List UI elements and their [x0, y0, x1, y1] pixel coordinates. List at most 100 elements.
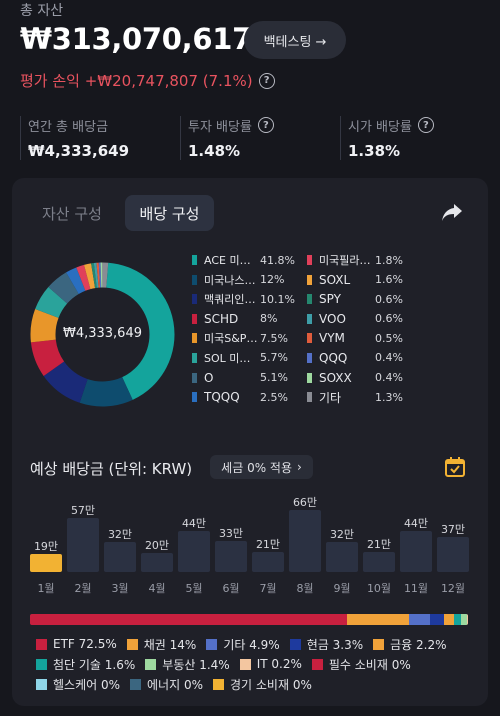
forecast-title: 예상 배당금 (단위: KRW) — [30, 460, 193, 478]
legend-item: ACE 미국배당다우존스41.8% — [192, 253, 295, 267]
legend-swatch — [307, 392, 312, 403]
tax-label: 세금 0% 적용 — [221, 460, 292, 475]
category-swatch — [239, 658, 251, 670]
legend-swatch — [307, 294, 312, 305]
legend-item: SOXX 0.4% — [307, 371, 403, 385]
category-label: 금융 2.2% — [390, 637, 447, 652]
category-legend-item: 부동산 1.4% — [145, 656, 230, 673]
category-swatch — [36, 678, 47, 690]
stack-segment — [30, 614, 348, 625]
calendar-icon[interactable] — [444, 456, 466, 478]
legend-percent: 7.5% — [260, 331, 288, 345]
stack-segment — [347, 614, 409, 625]
help-circle-icon[interactable]: ? — [258, 72, 275, 89]
legend-name: 기타 — [319, 390, 342, 405]
stat-label: 투자 배당률 — [188, 119, 252, 135]
legend-swatch — [307, 274, 312, 285]
legend-name: 맥쿼리인프라 — [204, 293, 260, 307]
legend-percent: 12% — [260, 273, 285, 287]
share-icon[interactable] — [440, 201, 464, 223]
category-label: 헬스케어 0% — [53, 677, 121, 692]
legend-name: O — [204, 370, 214, 385]
legend-item: 미국나스닥10012% — [192, 273, 295, 287]
legend-swatch — [307, 313, 312, 324]
legend-percent: 1.8% — [375, 253, 403, 267]
legend-percent: 0.4% — [375, 351, 403, 365]
stat-value: 1.48% — [188, 142, 241, 160]
legend-name: SOXL — [319, 272, 351, 287]
donut-slice — [30, 309, 59, 343]
legend-percent: 0.6% — [375, 292, 403, 306]
legend-swatch — [192, 313, 197, 324]
legend-name: 미국나스닥100 — [204, 273, 260, 287]
category-legend-row: 헬스케어 0% 에너지 0% 경기 소비재 0% — [36, 674, 476, 694]
category-label: 부동산 1.4% — [162, 657, 230, 672]
stack-segment — [408, 614, 430, 625]
profit-loss-text: 평가 손익 +₩20,747,807 (7.1%) — [20, 72, 253, 90]
legend-name: SOL 미국배당 — [204, 351, 260, 365]
stack-segment — [461, 614, 468, 625]
donut-slice — [106, 262, 175, 400]
legend-swatch — [307, 255, 312, 265]
stat-value: 1.38% — [348, 142, 401, 160]
legend-swatch — [192, 352, 197, 363]
legend-item: 맥쿼리인프라 10.1% — [192, 292, 295, 306]
donut-slice — [98, 262, 102, 288]
category-label: IT 0.2% — [256, 657, 302, 671]
category-label: 첨단 기술 1.6% — [53, 657, 136, 672]
donut-slice — [93, 262, 99, 288]
legend-item: VYM 0.5% — [307, 331, 403, 345]
total-assets-label: 총 자산 — [20, 3, 64, 19]
donut-slice — [43, 361, 88, 403]
profit-loss: 평가 손익 +₩20,747,807 (7.1%) ? — [20, 70, 275, 91]
category-label: 경기 소비재 0% — [230, 677, 312, 692]
total-assets-value: ₩313,070,617 — [20, 22, 253, 56]
category-label: ETF 72.5% — [53, 637, 117, 651]
legend-item: O 5.1% — [192, 371, 295, 385]
category-legend-item: 필수 소비재 0% — [311, 656, 411, 673]
legend-name: ACE 미국배당다우존스 — [204, 254, 260, 267]
category-swatch — [130, 678, 142, 690]
backtest-button[interactable]: 백테스팅 → — [244, 21, 346, 59]
donut-slice — [35, 287, 68, 318]
donut-slice — [100, 262, 103, 288]
donut-slice — [102, 262, 109, 288]
donut-slice — [66, 267, 86, 294]
category-legend-item: 채권 14% — [126, 636, 197, 653]
category-swatch — [213, 678, 224, 690]
donut-slice — [30, 339, 65, 376]
category-legend: ETF 72.5% 채권 14% 기타 4.9% 현금 3.3% 금융 2.2% 첨단 기… — [36, 634, 476, 694]
help-circle-icon[interactable]: ? — [417, 117, 434, 133]
legend-item: SCHD 8% — [192, 312, 295, 326]
help-circle-icon[interactable]: ? — [257, 117, 274, 133]
stack-segment — [467, 614, 468, 625]
legend-item: VOO 0.6% — [307, 312, 403, 326]
donut-slice — [96, 262, 101, 288]
legend-name: VYM — [319, 331, 345, 346]
legend-percent: 0.6% — [375, 312, 403, 326]
category-legend-item: IT 0.2% — [239, 657, 302, 671]
category-label: 채권 14% — [143, 637, 197, 652]
tab-dividend-composition[interactable]: 배당 구성 — [125, 195, 214, 231]
legend-percent: 41.8% — [260, 253, 295, 267]
legend-swatch — [192, 274, 197, 285]
category-swatch — [206, 638, 218, 650]
legend-percent: 8% — [260, 312, 278, 326]
tab-asset-composition[interactable]: 자산 구성 — [42, 205, 102, 223]
legend-item: 기타 1.3% — [307, 390, 403, 405]
category-label: 현금 3.3% — [306, 637, 364, 652]
donut-slice — [48, 272, 79, 304]
category-legend-item: 경기 소비재 0% — [213, 676, 312, 693]
category-stack-bar — [30, 614, 468, 625]
donut-center-value: ₩4,333,649 — [62, 326, 142, 341]
legend-percent: 1.3% — [375, 390, 403, 404]
legend-item: QQQ 0.4% — [307, 351, 403, 365]
tax-setting-button[interactable]: 세금 0% 적용 › — [210, 455, 313, 479]
legend-name: SOXX — [319, 370, 352, 385]
holdings-legend-right: 미국필라델피아반도체1.8% SOXL 1.6% SPY 0.6% VOO 0.6% VYM 0… — [307, 253, 403, 410]
legend-item: SOL 미국배당5.7% — [192, 351, 295, 365]
donut-slice — [84, 263, 96, 290]
legend-name: QQQ — [319, 350, 348, 365]
legend-percent: 2.5% — [260, 390, 288, 404]
legend-percent: 5.7% — [260, 351, 288, 365]
